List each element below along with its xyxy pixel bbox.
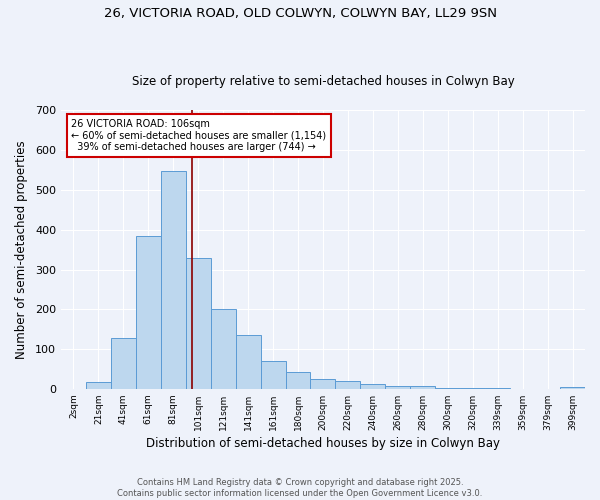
Bar [335, 381, 361, 389]
Title: Size of property relative to semi-detached houses in Colwyn Bay: Size of property relative to semi-detach… [131, 76, 514, 88]
Text: 26, VICTORIA ROAD, OLD COLWYN, COLWYN BAY, LL29 9SN: 26, VICTORIA ROAD, OLD COLWYN, COLWYN BA… [104, 8, 497, 20]
Bar [186, 258, 211, 389]
Bar [310, 379, 335, 389]
Bar [361, 384, 385, 389]
Bar [435, 388, 460, 389]
Bar [560, 387, 585, 389]
X-axis label: Distribution of semi-detached houses by size in Colwyn Bay: Distribution of semi-detached houses by … [146, 437, 500, 450]
Bar [111, 338, 136, 389]
Bar [410, 386, 435, 389]
Y-axis label: Number of semi-detached properties: Number of semi-detached properties [15, 140, 28, 359]
Bar [385, 386, 410, 389]
Text: 26 VICTORIA ROAD: 106sqm
← 60% of semi-detached houses are smaller (1,154)
  39%: 26 VICTORIA ROAD: 106sqm ← 60% of semi-d… [71, 119, 326, 152]
Bar [286, 372, 310, 389]
Bar [211, 308, 236, 389]
Bar [260, 361, 286, 389]
Bar [161, 171, 186, 389]
Bar [236, 335, 260, 389]
Bar [86, 382, 111, 389]
Bar [136, 236, 161, 389]
Text: Contains HM Land Registry data © Crown copyright and database right 2025.
Contai: Contains HM Land Registry data © Crown c… [118, 478, 482, 498]
